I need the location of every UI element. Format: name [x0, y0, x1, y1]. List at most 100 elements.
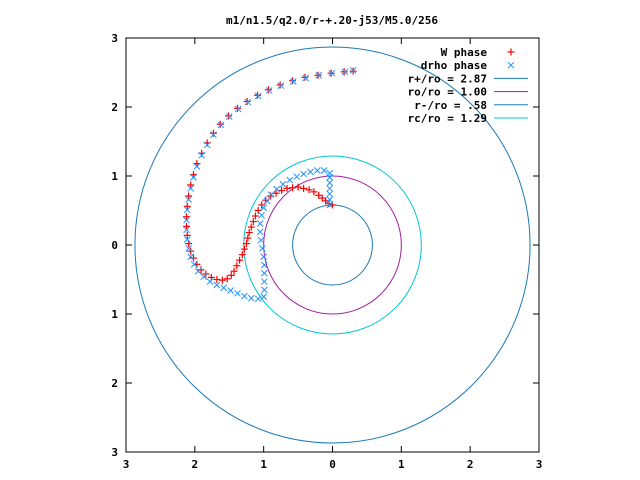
w-phase-point	[244, 234, 252, 242]
drho-phase-point	[307, 168, 314, 176]
reference-circles	[134, 46, 531, 444]
w-phase-point	[197, 266, 205, 274]
drho-phase-point	[200, 273, 208, 281]
drho-phase-point	[261, 278, 268, 285]
w-phase-point	[227, 271, 235, 279]
w-phase-point	[236, 256, 244, 264]
phase-markers	[183, 67, 357, 303]
w-phase-point	[183, 202, 191, 210]
w-phase-point	[315, 191, 323, 199]
w-phase-point	[240, 245, 248, 253]
y-tick-label: 3	[111, 32, 118, 45]
drho-phase-point	[265, 87, 273, 94]
w-phase-point	[294, 183, 302, 191]
drho-phase-point	[227, 287, 234, 294]
legend-label: r-/ro = .58	[414, 99, 487, 112]
legend-label: ro/ro = 1.00	[408, 86, 487, 99]
drho-phase-point	[183, 236, 191, 243]
drho-phase-point	[254, 295, 262, 303]
drho-phase-point	[279, 180, 287, 188]
w-phase-point	[189, 254, 197, 262]
legend-label: W phase	[441, 46, 488, 59]
drho-phase-point	[185, 196, 192, 203]
drho-phase-point	[326, 196, 334, 203]
drho-phase-point	[234, 289, 241, 297]
x-tick-label: 2	[467, 458, 474, 471]
drho-phase-point	[293, 173, 301, 181]
y-tick-label: 0	[111, 239, 118, 252]
y-tick-label: 1	[111, 170, 118, 183]
drho-phase-point	[241, 292, 248, 300]
w-phase-point	[300, 184, 308, 192]
drho-phase-point	[326, 169, 334, 177]
drho-phase-point	[320, 167, 328, 174]
drho-phase-point	[217, 121, 225, 129]
w-phase-point	[223, 275, 231, 283]
drho-phase-point	[194, 267, 202, 275]
y-tick-label: 2	[111, 101, 118, 114]
drho-phase-point	[220, 284, 228, 292]
drho-phase-point	[326, 190, 334, 198]
y-tick-label: 2	[111, 377, 118, 390]
x-tick-label: 1	[260, 458, 267, 471]
w-phase-point	[218, 276, 226, 284]
drho-phase-point	[289, 78, 297, 85]
y-tick-label: 1	[111, 308, 118, 321]
w-phase-point	[507, 48, 515, 56]
w-phase-point	[183, 213, 191, 221]
y-tick-label: 3	[111, 446, 118, 459]
drho-phase-point	[256, 220, 264, 227]
drho-phase-point	[277, 82, 285, 89]
w-phase-point	[183, 231, 191, 239]
drho-phase-point	[183, 216, 190, 224]
drho-phase-point	[349, 67, 357, 74]
w-phase-point	[245, 229, 253, 237]
drho-phase-point	[258, 245, 266, 252]
drho-phase-point	[234, 105, 242, 113]
w-phase-point	[209, 129, 217, 137]
drho-phase-point	[328, 69, 336, 77]
drho-phase-point	[193, 162, 201, 170]
drho-phase-point	[210, 131, 217, 138]
w-phase-point	[183, 222, 191, 230]
w-phase-point	[278, 186, 286, 194]
circle-r+	[134, 46, 531, 444]
legend-label: rc/ro = 1.29	[408, 112, 487, 125]
circle-rc	[243, 155, 422, 335]
w-phase-point	[310, 188, 318, 196]
drho-phase-point	[256, 228, 264, 236]
x-tick-label: 0	[329, 458, 336, 471]
drho-phase-point	[258, 211, 265, 219]
w-phase-point	[247, 223, 255, 231]
w-phase-point	[187, 181, 195, 189]
drho-phase-point	[341, 68, 349, 76]
drho-phase-point	[507, 61, 515, 69]
drho-phase-point	[257, 236, 265, 244]
drho-phase-point	[225, 113, 233, 121]
drho-phase-point	[315, 71, 323, 79]
drho-phase-point	[187, 253, 195, 261]
drho-phase-point	[302, 74, 310, 82]
drho-phase-point	[183, 226, 190, 234]
w-phase-point	[249, 218, 257, 226]
drho-phase-point	[286, 176, 294, 184]
w-phase-point	[289, 184, 297, 192]
x-tick-label: 1	[398, 458, 405, 471]
drho-phase-point	[326, 201, 334, 209]
drho-phase-point	[261, 286, 268, 294]
drho-phase-point	[260, 204, 268, 212]
w-phase-point	[283, 184, 291, 192]
drho-phase-point	[261, 269, 268, 277]
drho-phase-point	[254, 92, 262, 100]
w-phase-point	[230, 267, 238, 275]
w-phase-point	[272, 189, 280, 197]
drho-phase-point	[273, 185, 281, 193]
drho-phase-point	[247, 294, 255, 302]
w-phase-point	[185, 192, 193, 200]
drho-phase-point	[183, 206, 191, 214]
x-tick-label: 2	[192, 458, 199, 471]
drho-phase-point	[190, 174, 197, 181]
